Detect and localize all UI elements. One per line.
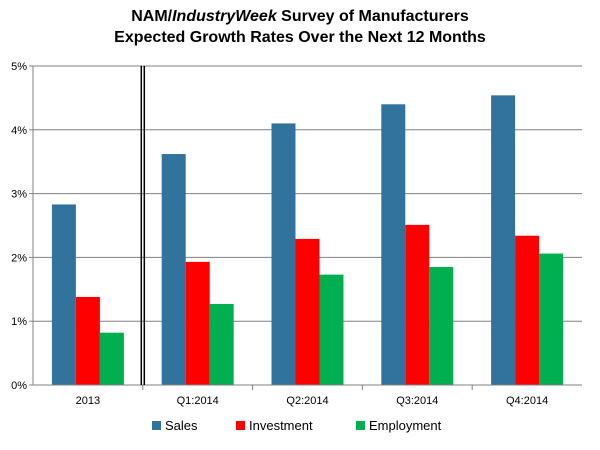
- x-tick-labels: 2013 Q1:2014 Q2:2014 Q3:2014 Q4:2014: [76, 395, 549, 407]
- bar-sales-q3-2014: [381, 104, 406, 385]
- x-tick-label: Q2:2014: [286, 395, 328, 407]
- legend-swatch-employment: [356, 421, 365, 430]
- x-tick-label: 2013: [76, 395, 100, 407]
- x-tick-label: Q4:2014: [506, 395, 548, 407]
- x-tick-label: Q3:2014: [396, 395, 438, 407]
- bar-employment-q4-2014: [539, 253, 564, 385]
- x-tick-label: Q1:2014: [177, 395, 219, 407]
- y-tick-label: 1%: [11, 316, 27, 328]
- bar-employment-q2-2014: [319, 274, 344, 385]
- title-prefix: NAM/: [131, 8, 173, 25]
- bar-investment-2013: [75, 296, 100, 385]
- y-tick-label: 3%: [11, 189, 27, 201]
- y-tick-label: 4%: [11, 125, 27, 137]
- bar-employment-q1-2014: [209, 303, 234, 385]
- legend-label-employment: Employment: [369, 418, 442, 433]
- chart-title: NAM/IndustryWeek Survey of Manufacturers…: [0, 6, 600, 48]
- y-tick-label: 5%: [11, 61, 27, 73]
- chart-title-line-1: NAM/IndustryWeek Survey of Manufacturers: [0, 6, 600, 27]
- bar-sales-q2-2014: [271, 123, 296, 386]
- legend-swatch-investment: [236, 421, 245, 430]
- y-tick-labels: 0% 1% 2% 3% 4% 5%: [11, 61, 27, 392]
- legend-swatch-sales: [152, 421, 161, 430]
- axes: [29, 65, 582, 390]
- y-tick-label: 2%: [11, 252, 27, 264]
- bar-sales-q4-2014: [491, 95, 516, 386]
- y-tick-label: 0%: [11, 380, 27, 392]
- bar-sales-q1-2014: [161, 154, 186, 385]
- bar-investment-q3-2014: [405, 224, 430, 385]
- bar-investment-q4-2014: [515, 235, 540, 385]
- bars: [51, 95, 564, 386]
- title-italic: IndustryWeek: [172, 8, 277, 25]
- legend-label-investment: Investment: [249, 418, 313, 433]
- bar-investment-q1-2014: [185, 261, 210, 385]
- title-suffix: Survey of Manufacturers: [276, 8, 469, 25]
- bar-sales-2013: [51, 204, 76, 385]
- legend: Sales Investment Employment: [152, 418, 442, 433]
- bar-employment-q3-2014: [429, 266, 454, 385]
- bar-employment-2013: [99, 332, 124, 385]
- gridlines: [33, 65, 582, 322]
- bar-investment-q2-2014: [295, 238, 320, 385]
- legend-label-sales: Sales: [165, 418, 198, 433]
- chart-title-line-2: Expected Growth Rates Over the Next 12 M…: [114, 29, 486, 46]
